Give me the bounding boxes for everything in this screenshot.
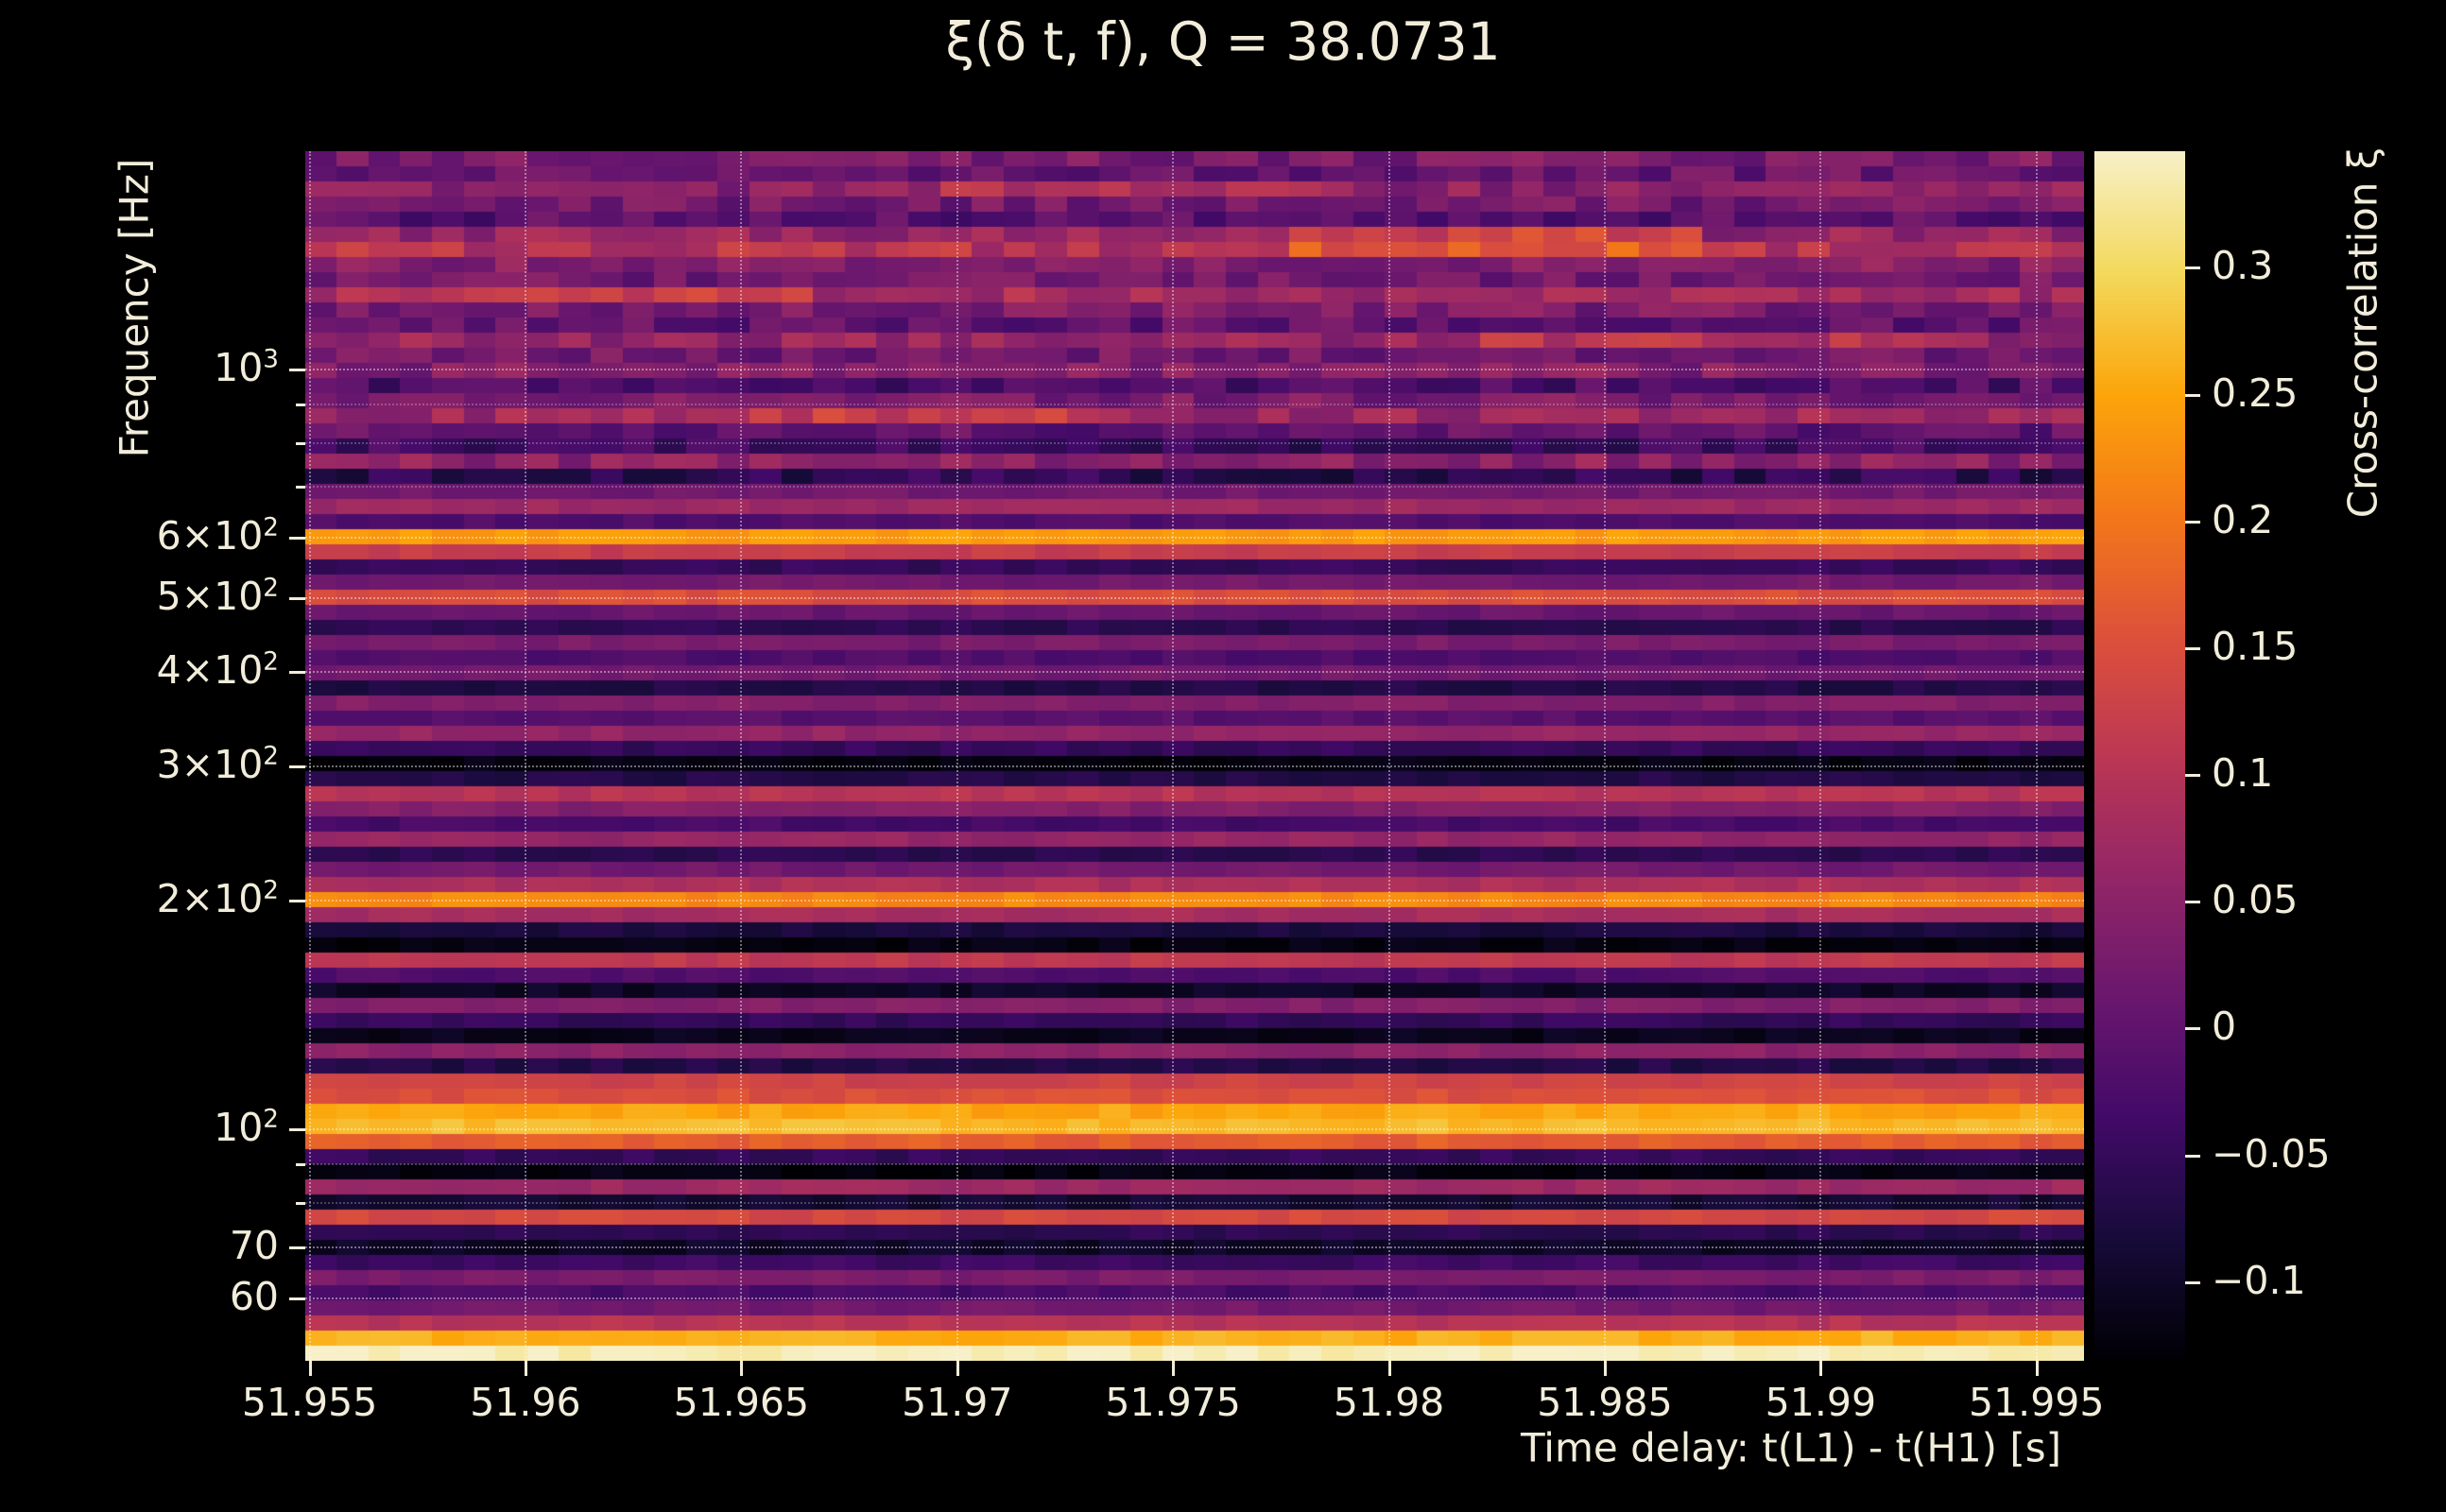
x-tick-label: 51.965 [673,1380,810,1425]
colorbar-tick-label: 0.15 [2212,624,2299,670]
y-tick-label: 70 [229,1222,279,1268]
x-tick-label: 51.975 [1105,1380,1241,1425]
y-tick-mark [289,1246,305,1249]
x-tick-label: 51.985 [1537,1380,1673,1425]
y-minor-tick-mark [296,403,305,406]
x-tick-mark [1387,1361,1391,1376]
colorbar-tick-label: 0.2 [2212,496,2274,542]
y-tick-label: 2×102 [156,876,279,922]
plot-title: ξ(δ t, f), Q = 38.0731 [945,11,1501,72]
x-tick-mark [1172,1361,1176,1376]
x-tick-mark [524,1361,527,1376]
y-tick-label: 102 [214,1105,279,1151]
y-tick-label: 4×102 [156,646,279,693]
x-tick-mark [1819,1361,1823,1376]
y-minor-tick-mark [296,486,305,490]
y-tick-mark [289,537,305,541]
y-tick-label: 60 [229,1273,279,1319]
colorbar-tick-mark [2185,646,2200,650]
y-tick-mark [289,596,305,600]
y-tick-mark [289,765,305,769]
colorbar-tick-label: 0 [2212,1004,2237,1050]
colorbar-tick-label: 0.1 [2212,750,2274,797]
x-tick-label: 51.96 [470,1380,581,1425]
colorbar-tick-label: −0.05 [2212,1130,2331,1177]
x-tick-label: 51.99 [1765,1380,1877,1425]
colorbar-tick-label: 0.05 [2212,877,2299,923]
colorbar-tick-mark [2185,901,2200,904]
x-tick-mark [1603,1361,1607,1376]
colorbar-tick-mark [2185,774,2200,778]
y-tick-label: 3×102 [156,742,279,788]
x-tick-mark [308,1361,312,1376]
colorbar-canvas [2094,151,2185,1361]
y-tick-mark [289,368,305,371]
colorbar-tick-label: −0.1 [2212,1257,2306,1303]
colorbar-tick-mark [2185,520,2200,524]
colorbar-tick-mark [2185,266,2200,270]
x-tick-label: 51.98 [1333,1380,1445,1425]
colorbar-tick-label: 0.25 [2212,369,2299,416]
y-tick-mark [289,1297,305,1300]
x-tick-label: 51.995 [1969,1380,2105,1425]
y-tick-mark [289,1128,305,1132]
y-tick-mark [289,670,305,674]
y-minor-tick-mark [296,1162,305,1166]
colorbar-label: Cross-correlation ξ [2339,146,2386,519]
x-tick-label: 51.97 [902,1380,1013,1425]
colorbar-tick-mark [2185,1154,2200,1158]
heatmap-canvas [305,151,2084,1361]
colorbar-tick-mark [2185,1280,2200,1284]
y-tick-mark [289,899,305,902]
y-axis-label: Frequency [Hz] [111,158,158,458]
x-axis-label: Time delay: t(L1) - t(H1) [s] [1520,1424,2062,1471]
colorbar-tick-mark [2185,1027,2200,1031]
y-minor-tick-mark [296,1202,305,1206]
colorbar-tick-label: 0.3 [2212,243,2274,289]
x-tick-mark [956,1361,959,1376]
x-tick-mark [2035,1361,2039,1376]
colorbar-tick-mark [2185,393,2200,397]
x-tick-label: 51.955 [241,1380,378,1425]
y-tick-label: 6×102 [156,513,279,559]
x-tick-mark [740,1361,744,1376]
y-minor-tick-mark [296,441,305,445]
y-tick-label: 103 [214,344,279,390]
y-tick-label: 5×102 [156,573,279,619]
